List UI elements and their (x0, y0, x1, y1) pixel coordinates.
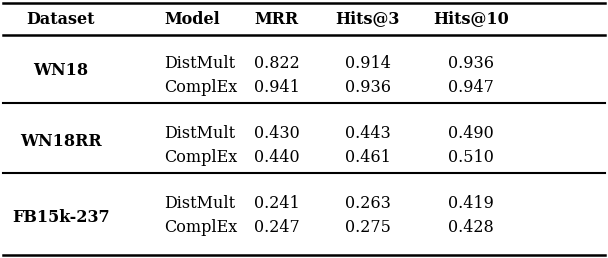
Text: 0.490: 0.490 (448, 125, 494, 141)
Text: 0.430: 0.430 (254, 125, 300, 141)
Text: DistMult: DistMult (164, 195, 235, 212)
Text: DistMult: DistMult (164, 54, 235, 71)
Text: 0.440: 0.440 (254, 149, 300, 166)
Text: 0.443: 0.443 (345, 125, 391, 141)
Text: FB15k-237: FB15k-237 (12, 209, 109, 226)
Text: 0.936: 0.936 (448, 54, 494, 71)
Text: WN18: WN18 (33, 62, 88, 79)
Text: 0.428: 0.428 (448, 220, 494, 237)
Text: 0.936: 0.936 (345, 79, 391, 96)
Text: 0.941: 0.941 (254, 79, 300, 96)
Text: MRR: MRR (255, 11, 299, 28)
Text: ComplEx: ComplEx (164, 220, 237, 237)
Text: 0.247: 0.247 (254, 220, 300, 237)
Text: 0.241: 0.241 (254, 195, 300, 212)
Text: 0.419: 0.419 (448, 195, 494, 212)
Text: Model: Model (164, 11, 219, 28)
Text: 0.461: 0.461 (345, 149, 391, 166)
Text: Hits@10: Hits@10 (434, 11, 509, 28)
Text: 0.510: 0.510 (448, 149, 494, 166)
Text: Hits@3: Hits@3 (336, 11, 400, 28)
Text: 0.263: 0.263 (345, 195, 391, 212)
Text: WN18RR: WN18RR (20, 133, 102, 150)
Text: ComplEx: ComplEx (164, 79, 237, 96)
Text: Dataset: Dataset (27, 11, 95, 28)
Text: ComplEx: ComplEx (164, 149, 237, 166)
Text: DistMult: DistMult (164, 125, 235, 141)
Text: 0.914: 0.914 (345, 54, 391, 71)
Text: 0.947: 0.947 (448, 79, 494, 96)
Text: 0.822: 0.822 (254, 54, 300, 71)
Text: 0.275: 0.275 (345, 220, 391, 237)
